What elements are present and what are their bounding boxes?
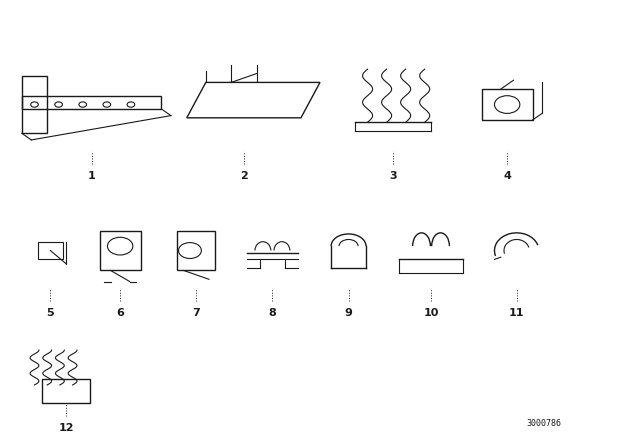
Text: 5: 5 [47, 308, 54, 318]
Text: 1: 1 [88, 171, 95, 181]
Bar [100, 231, 141, 271]
Text: 3: 3 [389, 171, 397, 181]
Text: 6: 6 [116, 308, 124, 318]
Text: 11: 11 [509, 308, 524, 318]
Text: 2: 2 [240, 171, 248, 181]
Bar [482, 89, 532, 120]
Text: 8: 8 [269, 308, 276, 318]
Text: 12: 12 [58, 423, 74, 433]
Bar [38, 242, 63, 259]
Bar [22, 96, 161, 109]
Text: 10: 10 [423, 308, 438, 318]
Bar [42, 379, 90, 403]
Bar [177, 231, 215, 271]
Text: 3000786: 3000786 [526, 418, 561, 427]
Text: 9: 9 [344, 308, 353, 318]
Text: 4: 4 [503, 171, 511, 181]
Text: 7: 7 [193, 308, 200, 318]
Bar [22, 76, 47, 134]
